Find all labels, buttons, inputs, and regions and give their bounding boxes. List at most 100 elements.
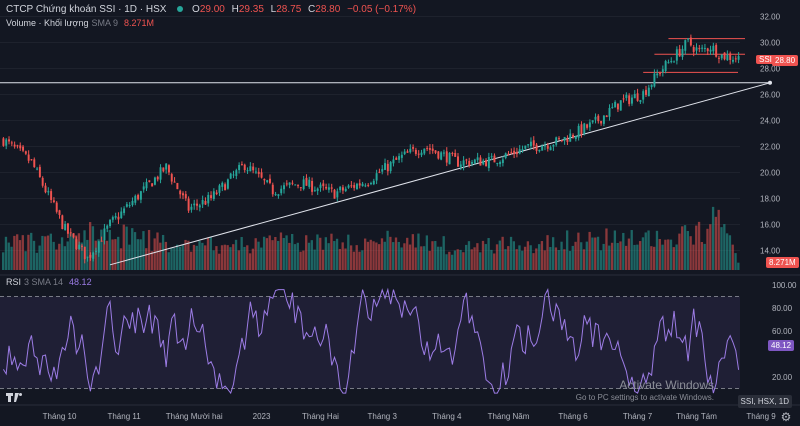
symbol-title[interactable]: CTCP Chứng khoán SSI · 1D · HSX	[6, 4, 167, 15]
candle-body	[159, 167, 162, 180]
last-price-value: 28.80	[775, 56, 796, 65]
volume-bar	[147, 229, 151, 270]
price-tick-label: 14.00	[760, 247, 781, 256]
volume-bar	[445, 254, 448, 270]
volume-bar	[512, 241, 516, 270]
candle-body	[344, 188, 347, 191]
volume-bars	[2, 206, 740, 270]
volume-bar	[18, 240, 22, 270]
candle-body	[692, 46, 695, 52]
volume-bar	[714, 216, 718, 270]
volume-bar	[644, 232, 647, 270]
volume-bar	[711, 206, 715, 270]
volume-bar	[434, 240, 437, 270]
volume-bar	[175, 244, 179, 270]
volume-bar	[32, 240, 36, 270]
axes: 32.00 30.00 28.00 26.00 24.00 22.00 20.00 18.00…	[0, 13, 800, 421]
volume-bar	[21, 235, 24, 270]
candle-body	[614, 101, 617, 108]
candle-body	[706, 48, 709, 52]
rsi-legend[interactable]: RSI 3 SMA 14 48.12	[6, 277, 92, 287]
volume-bar	[349, 245, 353, 270]
candle-body	[703, 47, 706, 49]
gear-icon[interactable]: ⚙	[780, 410, 792, 424]
volume-bar	[695, 225, 698, 270]
candle-body	[89, 254, 92, 258]
candle-body	[142, 186, 145, 190]
candle-body	[471, 161, 474, 164]
volume-bar	[184, 239, 187, 270]
candle-body	[336, 191, 339, 198]
high-value: 29.35	[238, 4, 264, 15]
candle-body	[215, 192, 218, 195]
volume-bar	[636, 244, 639, 270]
volume-bar	[650, 246, 653, 270]
price-tick-label: 18.00	[760, 195, 781, 204]
volume-bar	[549, 247, 552, 270]
candle-body	[8, 139, 10, 142]
candle-body	[729, 53, 732, 60]
volume-bar	[442, 236, 445, 270]
volume-bar	[240, 237, 243, 270]
volume-bar	[526, 241, 530, 270]
volume-bar	[700, 242, 704, 270]
volume-bar	[515, 249, 518, 270]
time-axis-label: Tháng Mười hai	[166, 412, 223, 421]
candle-body	[524, 145, 527, 149]
volume-bar	[49, 233, 53, 270]
volume-bar	[69, 233, 72, 270]
volume-bar	[139, 239, 142, 270]
candle-body	[555, 137, 558, 145]
volume-bar	[459, 249, 462, 270]
volume-bar	[195, 245, 198, 270]
candle-body	[224, 184, 227, 191]
candle-body	[552, 144, 555, 147]
symbol-interval-tag[interactable]: SSI, HSX, 1D	[737, 395, 792, 408]
price-tick-label: 28.00	[760, 65, 781, 74]
volume-bar	[605, 228, 608, 270]
candle-body	[353, 185, 356, 188]
volume-bar	[268, 235, 271, 270]
open-value: 29.00	[199, 4, 225, 15]
candle-body	[586, 124, 589, 128]
candle-body	[221, 182, 224, 187]
volume-bar	[7, 242, 10, 270]
volume-bar	[145, 248, 148, 270]
volume-legend[interactable]: Volume · Khối lượng SMA 9 8.271M	[6, 18, 154, 28]
candle-body	[493, 155, 496, 163]
candle-body	[482, 160, 485, 165]
volume-bar	[476, 243, 479, 270]
candle-body	[193, 203, 196, 206]
volume-bar	[554, 247, 558, 270]
time-axis-label: Tháng 3	[368, 412, 398, 421]
candle-body	[569, 133, 572, 142]
volume-bar	[417, 233, 420, 270]
candle-body	[367, 184, 370, 186]
tradingview-logo-icon[interactable]	[6, 393, 22, 403]
volume-bar	[706, 228, 709, 270]
volume-bar	[291, 233, 294, 270]
candle-body	[30, 159, 33, 161]
volume-bar	[655, 230, 659, 270]
candle-body	[529, 141, 532, 147]
candle-body	[577, 125, 580, 138]
candle-body	[619, 100, 622, 111]
volume-bar	[535, 248, 538, 270]
volume-bar	[248, 253, 252, 270]
activate-windows-subtitle: Go to PC settings to activate Windows.	[575, 393, 714, 402]
candle-body	[636, 93, 639, 101]
candle-body	[698, 48, 701, 50]
volume-bar	[209, 237, 212, 270]
close-value: 28.80	[315, 4, 341, 15]
volume-bar	[574, 241, 577, 270]
time-axis-label: Tháng 6	[558, 412, 588, 421]
candle-body	[673, 61, 676, 63]
candle-body	[2, 138, 5, 146]
candle-body	[538, 149, 541, 152]
candle-body	[687, 38, 690, 40]
candle-body	[235, 170, 238, 176]
candle-body	[574, 136, 577, 140]
candle-body	[709, 49, 712, 52]
candle-body	[507, 153, 510, 155]
